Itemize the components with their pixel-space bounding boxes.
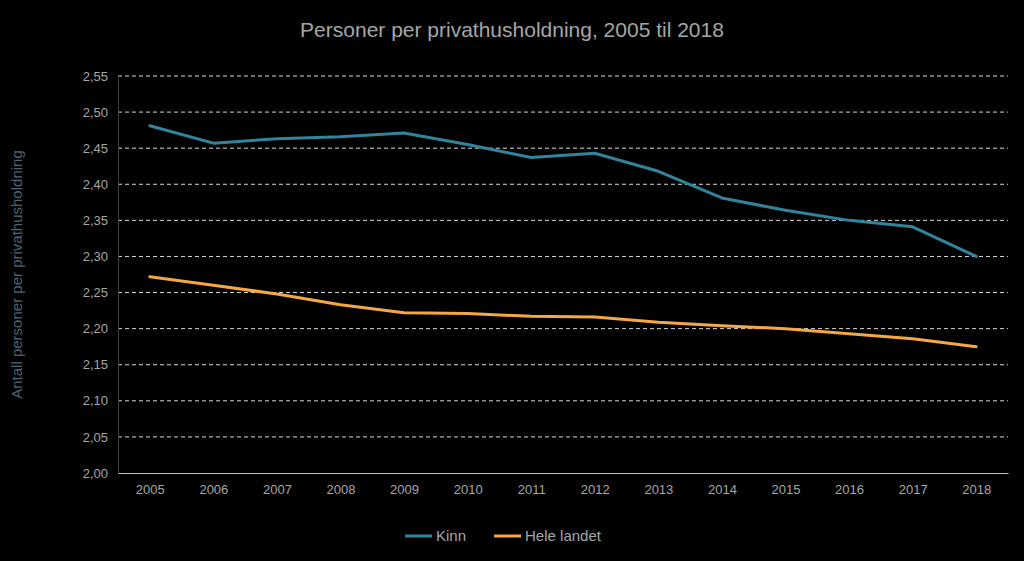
x-tick: 2013 [644,473,673,497]
x-tick-label: 2005 [136,482,165,497]
x-tick: 2008 [327,473,356,497]
x-tick: 2012 [581,473,610,497]
y-axis: 2,00 2,05 2,10 2,15 2,20 2,25 2,30 2,35 2,40 2,45… [83,69,119,481]
x-tick: 2017 [899,473,928,497]
grid-line [118,184,1008,185]
x-tick: 2018 [962,473,991,497]
y-tick-label: 2,10 [83,393,108,408]
y-tick-label: 2,55 [83,69,108,84]
x-tick-label: 2017 [899,482,928,497]
y-tick: 2,05 [83,430,118,445]
grid-line [118,256,1008,257]
grid-line [118,292,1008,293]
x-tick-label: 2011 [518,482,546,497]
x-tick: 2007 [263,473,292,497]
x-tick-label: 2008 [327,482,356,497]
series-line [150,126,976,257]
y-tick: 2,00 [83,466,118,481]
x-tick-label: 2016 [835,482,864,497]
x-tick: 2010 [454,473,483,497]
x-tick: 2011 [518,473,546,497]
series-group [150,126,976,347]
y-tick: 2,50 [83,105,118,120]
y-tick: 2,20 [83,321,118,336]
x-tick: 2005 [136,473,165,497]
x-tick: 2006 [199,473,228,497]
y-tick: 2,40 [83,177,118,192]
y-tick-label: 2,30 [83,249,108,264]
y-tick: 2,55 [83,69,118,84]
y-tick-label: 2,50 [83,105,108,120]
y-tick: 2,35 [83,213,118,228]
legend-label: Kinn [436,527,466,544]
background [0,0,1024,561]
y-tick-label: 2,45 [83,141,108,156]
grid-line [118,436,1008,437]
x-axis-line [119,473,1009,474]
x-tick-label: 2006 [199,482,228,497]
x-tick: 2016 [835,473,864,497]
grid-line [118,220,1008,221]
legend: Kinn Hele landet [405,527,602,544]
grid-line [118,328,1008,329]
y-tick: 2,15 [83,357,118,372]
y-tick-label: 2,35 [83,213,108,228]
x-tick-label: 2009 [390,482,419,497]
y-tick: 2,30 [83,249,118,264]
title: Personer per privathusholdning, 2005 til… [300,18,724,41]
grid-line [118,76,1008,77]
y-tick: 2,10 [83,393,118,408]
y-tick: 2,45 [83,141,118,156]
y-tick-label: 2,05 [83,430,108,445]
x-tick: 2009 [390,473,419,497]
grid-line [118,148,1008,149]
x-tick-label: 2015 [772,482,801,497]
series-line [150,277,976,347]
grid [118,76,1008,437]
y-axis-title: Antall personer per privathusholdning [8,150,25,399]
grid-line [118,400,1008,401]
grid-line [118,112,1008,113]
x-tick: 2015 [772,473,801,497]
chart: Personer per privathusholdning, 2005 til… [0,0,1024,561]
x-tick-label: 2013 [644,482,673,497]
y-tick: 2,25 [83,285,118,300]
y-tick-label: 2,15 [83,357,108,372]
legend-swatch [405,535,432,538]
x-tick-label: 2012 [581,482,610,497]
y-axis-line [118,77,119,474]
y-tick-label: 2,20 [83,321,108,336]
x-tick-label: 2014 [708,482,737,497]
x-tick-label: 2018 [962,482,991,497]
y-tick-label: 2,00 [83,466,108,481]
y-tick-label: 2,40 [83,177,108,192]
grid-line [118,364,1008,365]
x-axis: 2005 2006 2007 2008 2009 2010 2011 2012 2013 2014… [119,473,1009,497]
x-tick: 2014 [708,473,737,497]
x-tick-label: 2007 [263,482,292,497]
y-tick-label: 2,25 [83,285,108,300]
legend-swatch [494,535,521,538]
legend-label: Hele landet [525,527,602,544]
x-tick-label: 2010 [454,482,483,497]
